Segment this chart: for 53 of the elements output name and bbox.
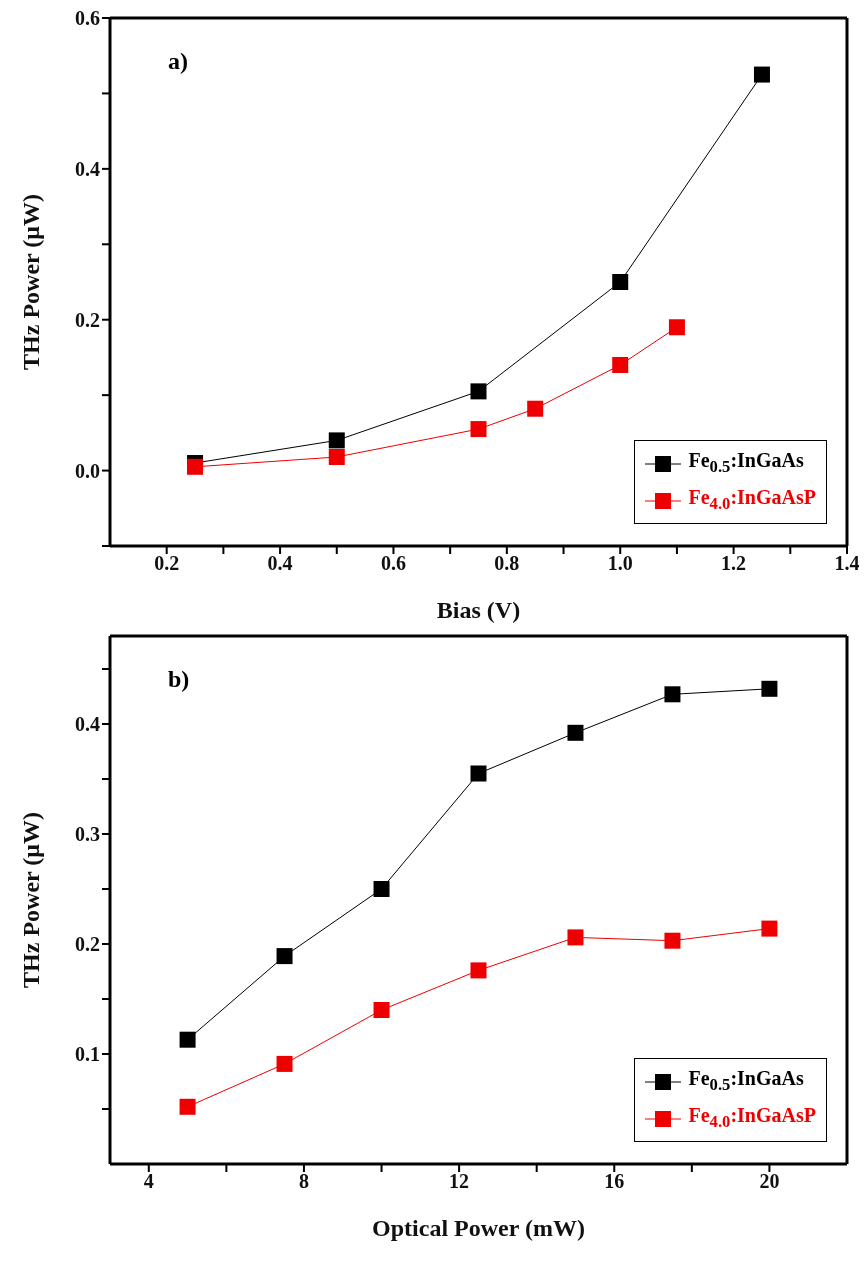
x-tick-label: 0.4	[267, 552, 293, 575]
x-axis-title: Bias (V)	[436, 597, 521, 623]
x-tick-label: 0.8	[494, 552, 520, 575]
x-axis-title: Optical Power (mW)	[372, 1215, 585, 1241]
point	[664, 932, 681, 949]
legend-label: Fe$_{4.0}$:InGaAsP	[688, 1104, 816, 1131]
x-tick-label: 4	[143, 1170, 154, 1193]
y-tick-label: 0.4	[75, 157, 100, 180]
x-tick-label: 20	[759, 1170, 780, 1193]
x-tick-label: 0.2	[154, 552, 180, 575]
point	[373, 1002, 390, 1018]
x-tick-label: 12	[449, 1170, 470, 1193]
legend-label: Fe$_{0.5}$:InGaAs	[688, 449, 804, 476]
point	[373, 881, 390, 897]
x-tick-label: 1.4	[834, 552, 860, 575]
point	[179, 1098, 196, 1115]
y-tick-label: 0.3	[75, 823, 100, 846]
point	[753, 66, 770, 83]
y-tick-label: 0.2	[75, 933, 100, 956]
x-tick-label: 1.0	[607, 552, 633, 575]
point	[470, 765, 487, 782]
y-axis-title: THz Power (μW)	[17, 812, 44, 988]
point	[470, 383, 487, 400]
x-tick-label: 1.2	[721, 552, 747, 575]
point	[761, 680, 778, 697]
x-tick-label: 0.6	[380, 552, 406, 575]
y-tick-label: 0.0	[75, 459, 100, 482]
point	[612, 356, 629, 373]
point	[276, 948, 293, 965]
point	[567, 724, 584, 741]
point	[761, 920, 778, 937]
point	[328, 432, 345, 449]
y-tick-label: 0.6	[75, 7, 100, 30]
point	[527, 400, 544, 417]
annotation: a)	[168, 48, 188, 75]
y-tick-label: 0.1	[75, 1043, 100, 1066]
point	[612, 274, 629, 290]
point	[664, 686, 681, 703]
x-tick-label: 16	[604, 1170, 625, 1193]
point	[567, 929, 584, 946]
point	[179, 1031, 196, 1048]
point	[328, 448, 345, 465]
y-tick-label: 0.2	[75, 308, 100, 331]
annotation: b)	[168, 666, 190, 693]
y-tick-label: 0.4	[75, 713, 100, 736]
point	[276, 1055, 293, 1072]
x-tick-label: 8	[298, 1170, 309, 1193]
legend-label: Fe$_{0.5}$:InGaAs	[688, 1067, 804, 1094]
y-axis-title: THz Power (μW)	[17, 194, 44, 370]
legend-label: Fe$_{4.0}$:InGaAsP	[688, 486, 816, 513]
point	[470, 421, 487, 438]
point	[668, 319, 685, 336]
point	[470, 962, 487, 979]
